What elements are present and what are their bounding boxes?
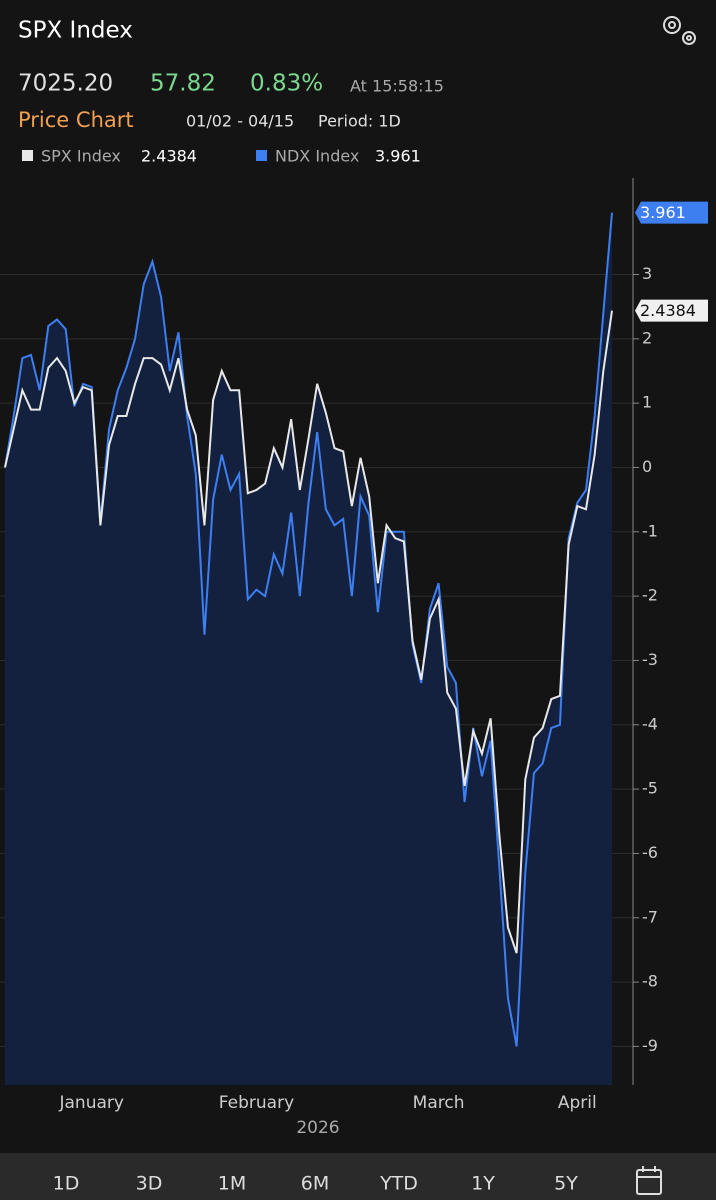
- plot: -9 -8 -7 -6 -5 -4 -3 -2 -1 0 1 2 3 2.4384 3.961 January…: [0, 178, 708, 1113]
- y-tick-label: 1: [642, 393, 652, 412]
- calendar-icon[interactable]: [636, 1166, 662, 1195]
- legend-label: SPX Index: [41, 147, 121, 166]
- series-line: [4, 212, 613, 1047]
- last-value-label: 3.961: [640, 203, 686, 222]
- y-tick-label: -4: [642, 714, 658, 733]
- y-tick-label: -6: [642, 843, 658, 862]
- legend-value: 2.4384: [141, 147, 197, 166]
- y-tick-label: -2: [642, 586, 658, 605]
- period-button[interactable]: 1Y: [471, 1173, 495, 1195]
- change-percent: 0.83%: [250, 71, 323, 97]
- y-tick-label: -3: [642, 650, 658, 669]
- y-tick-label: 0: [642, 457, 652, 476]
- time: At 15:58:15: [350, 77, 444, 96]
- legend-label: NDX Index: [275, 147, 359, 166]
- title: SPX Index: [18, 18, 133, 44]
- x-tick-label: March: [413, 1093, 465, 1113]
- period-button[interactable]: 5Y: [554, 1173, 578, 1195]
- y-tick-label: 2: [642, 328, 652, 347]
- period: Period: 1D: [318, 112, 401, 131]
- period-button[interactable]: 3D: [136, 1173, 163, 1195]
- x-tick-label: February: [219, 1093, 294, 1113]
- y-tick-label: -1: [642, 521, 658, 540]
- period-bar: [0, 1153, 716, 1200]
- x-tick-label: April: [558, 1093, 597, 1113]
- last-value-tag: [635, 201, 708, 224]
- y-tick-label: 3: [642, 264, 652, 283]
- last-value-tag: [635, 299, 708, 322]
- change: 57.82: [150, 71, 216, 97]
- period-button[interactable]: 1D: [53, 1173, 80, 1195]
- legend-swatch: [256, 150, 267, 161]
- legend-swatch: [22, 150, 33, 161]
- period-button[interactable]: YTD: [379, 1173, 418, 1195]
- y-tick-label: -5: [642, 779, 658, 798]
- legend-value: 3.961: [375, 147, 421, 166]
- x-tick-label: January: [58, 1093, 123, 1113]
- period-button[interactable]: 6M: [301, 1173, 329, 1195]
- date-range: 01/02 - 04/15: [186, 112, 294, 131]
- price: 7025.20: [18, 71, 113, 97]
- settings-icon[interactable]: [663, 16, 696, 45]
- y-tick-label: -8: [642, 972, 658, 991]
- area-fill: [5, 212, 612, 1085]
- y-tick-label: -9: [642, 1036, 658, 1055]
- last-value-label: 2.4384: [640, 301, 696, 320]
- y-tick-label: -7: [642, 907, 658, 926]
- section-title: Price Chart: [18, 108, 134, 132]
- x-axis-label: 2026: [296, 1118, 339, 1138]
- series-line: [4, 310, 613, 954]
- period-button[interactable]: 1M: [218, 1173, 246, 1195]
